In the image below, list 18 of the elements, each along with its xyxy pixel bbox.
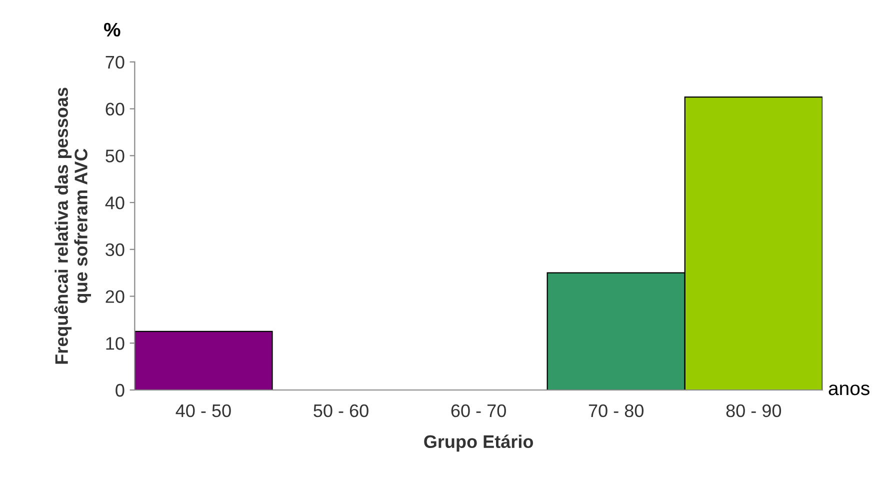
y-tick-label: 30 — [106, 243, 124, 256]
text: % — [104, 22, 120, 37]
x-tick-label: 70 - 80 — [588, 404, 644, 418]
x-tick-label: 80 - 90 — [726, 404, 782, 418]
x-tick-label: 50 - 60 — [314, 404, 368, 418]
x-tick-label: 40 - 50 — [176, 404, 231, 418]
y-tick-label: 0 — [116, 384, 124, 397]
text: anos — [828, 384, 870, 396]
y-axis-title: Frequêncai relativa das pessoas que sofreram AVC — [54, 88, 91, 364]
y-tick-label: 50 — [106, 150, 124, 162]
y-tick-label: 10 — [106, 337, 124, 350]
x-tick-label: 60 - 70 — [451, 404, 506, 418]
bar — [134, 330, 273, 390]
y-tick-label: 40 — [105, 196, 124, 210]
x-axis-title: Grupo Etário — [424, 434, 534, 452]
y-tick-label: 70 — [106, 56, 124, 69]
y-tick-label: 20 — [106, 290, 124, 303]
y-tick-label: 60 — [106, 102, 124, 116]
